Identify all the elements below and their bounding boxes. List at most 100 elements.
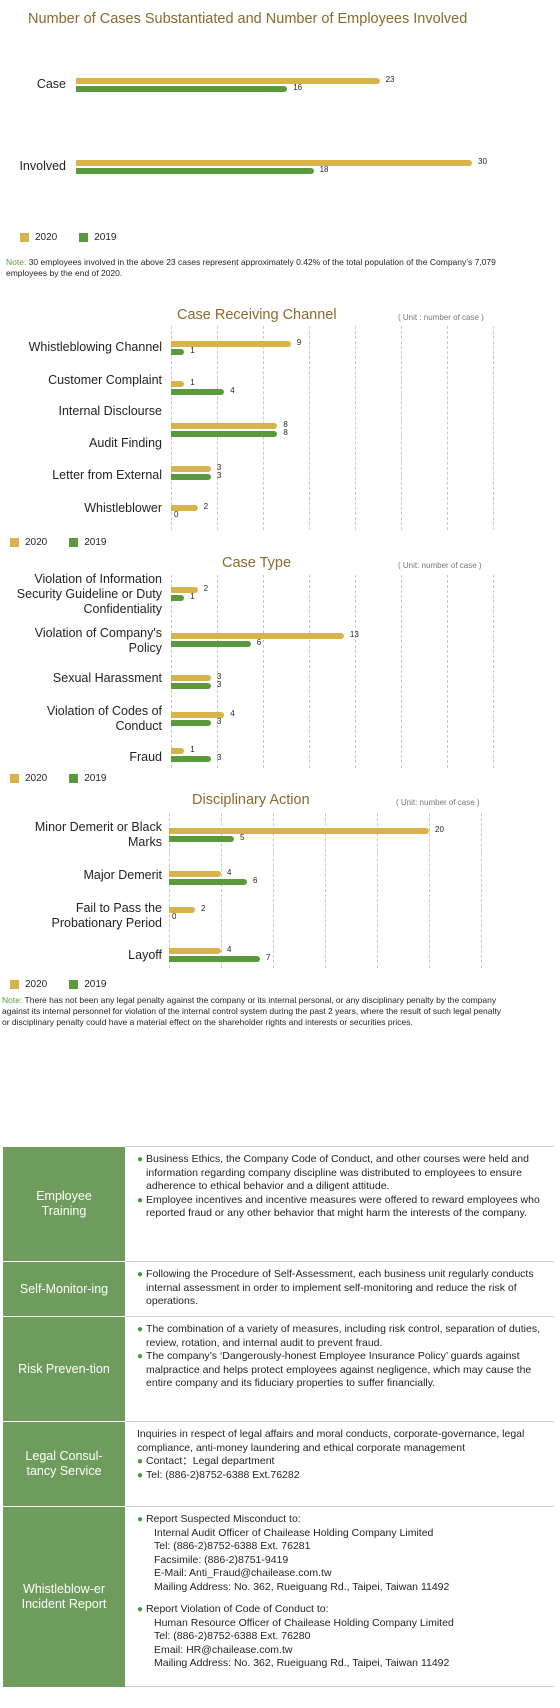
row-label: Whistleblow-er Incident Report bbox=[3, 1506, 125, 1687]
chart1-category-involved: Involved bbox=[19, 159, 66, 173]
row-label: Self-Monitor-ing bbox=[3, 1261, 125, 1317]
gridline bbox=[221, 813, 222, 968]
bar-2020 bbox=[171, 587, 198, 593]
bar-2019 bbox=[171, 595, 185, 601]
gridline bbox=[355, 326, 356, 530]
data-label: 7 bbox=[266, 953, 271, 962]
data-label: 2 bbox=[201, 904, 206, 913]
ethics-measures-table: Employee Training ● Business Ethics, the … bbox=[3, 1146, 554, 1687]
chart4-cat-4: Layoff bbox=[128, 948, 162, 962]
chart3-cat-3: Sexual Harassment bbox=[52, 671, 162, 685]
bullet-icon: ● bbox=[137, 1604, 144, 1615]
row-content: Inquiries in respect of legal affairs an… bbox=[125, 1421, 554, 1507]
table-row-employee-training: Employee Training ● Business Ethics, the … bbox=[3, 1146, 554, 1262]
gridline bbox=[493, 575, 494, 768]
chart3-cat-4: Violation of Codes of Conduct bbox=[46, 704, 162, 733]
chart2-cat-4: Audit Finding bbox=[89, 436, 162, 450]
chart3-cat-1: Violation of Information Security Guidel… bbox=[16, 572, 162, 616]
bar-2019 bbox=[171, 641, 251, 647]
table-row-legal: Legal Consul-tancy Service Inquiries in … bbox=[3, 1421, 554, 1507]
data-label: 3 bbox=[216, 672, 222, 681]
data-label: 0 bbox=[174, 510, 179, 519]
bar-2019 bbox=[171, 389, 225, 395]
data-label: 16 bbox=[293, 83, 303, 92]
gridline bbox=[377, 813, 378, 968]
row-content: ● Following the Procedure of Self-Assessm… bbox=[125, 1261, 554, 1317]
chart4-title: Disciplinary Action bbox=[192, 792, 310, 808]
bar-2020 bbox=[171, 675, 211, 681]
chart2-cat-5: Letter from External bbox=[52, 468, 162, 482]
gridline bbox=[217, 575, 218, 768]
chart3-cat-2: Violation of Company's Policy bbox=[34, 626, 162, 655]
bullet-icon: ● bbox=[137, 1154, 144, 1165]
bullet-icon: ● bbox=[137, 1514, 144, 1525]
table-row-risk-prevention: Risk Preven-tion ● The combination of a v… bbox=[3, 1316, 554, 1422]
data-label: 5 bbox=[240, 833, 245, 842]
data-label: 0 bbox=[172, 912, 177, 921]
bar-2019 bbox=[169, 836, 234, 842]
note-1: Note: 30 employees involved in the above… bbox=[6, 257, 496, 278]
chart1-legend: 2020 2019 bbox=[20, 232, 117, 243]
gridline bbox=[447, 326, 448, 530]
bar-2019 bbox=[171, 474, 211, 480]
bar-2019 bbox=[171, 720, 211, 726]
bar-2020 bbox=[169, 828, 429, 834]
row-label: Legal Consul-tancy Service bbox=[3, 1421, 125, 1507]
data-label: 4 bbox=[230, 709, 235, 718]
bar-2020 bbox=[171, 712, 225, 718]
bar-2020 bbox=[171, 381, 185, 387]
chart3-cat-5: Fraud bbox=[129, 750, 162, 764]
bullet-icon: ● bbox=[137, 1351, 144, 1362]
data-label: 8 bbox=[283, 420, 288, 429]
gridline bbox=[309, 575, 310, 768]
chart3-unit: ( Unit: number of case ) bbox=[398, 561, 482, 570]
gridline bbox=[273, 813, 274, 968]
bullet-icon: ● bbox=[137, 1269, 144, 1280]
data-label: 13 bbox=[349, 630, 359, 639]
row-label: Risk Preven-tion bbox=[3, 1316, 125, 1422]
chart2-legend: 2020 2019 bbox=[10, 537, 107, 548]
chart3-title: Case Type bbox=[222, 555, 292, 571]
bar-2020 bbox=[171, 505, 198, 511]
data-label: 6 bbox=[253, 876, 258, 885]
bar-2020 bbox=[171, 423, 278, 429]
chart2-unit: ( Unit : number of case ) bbox=[398, 313, 484, 322]
data-label: 2 bbox=[203, 584, 209, 593]
gridline bbox=[171, 575, 172, 768]
bar-2020 bbox=[169, 871, 221, 877]
data-label: 1 bbox=[190, 592, 195, 601]
data-label: 18 bbox=[319, 165, 329, 174]
gridline bbox=[401, 326, 402, 530]
data-label: 20 bbox=[435, 825, 444, 834]
data-label: 3 bbox=[216, 471, 222, 480]
bar-2020 bbox=[171, 466, 211, 472]
data-label: 4 bbox=[230, 386, 235, 395]
data-label: 23 bbox=[385, 75, 395, 84]
data-label: 2 bbox=[203, 502, 209, 511]
chart2-cat-1: Whistleblowing Channel bbox=[28, 340, 162, 354]
bar-2019 bbox=[169, 956, 260, 962]
gridline bbox=[263, 575, 264, 768]
row-content: ● The combination of a variety of measure… bbox=[125, 1316, 554, 1422]
gridline bbox=[325, 813, 326, 968]
gridline bbox=[355, 575, 356, 768]
gridline bbox=[169, 813, 170, 968]
bullet-icon: ● bbox=[137, 1324, 144, 1335]
chart4-cat-1: Minor Demerit or Black Marks bbox=[34, 820, 162, 849]
data-label: 1 bbox=[190, 346, 195, 355]
chart4-cat-2: Major Demerit bbox=[83, 868, 163, 882]
data-label: 3 bbox=[216, 680, 222, 689]
table-row-self-monitoring: Self-Monitor-ing ● Following the Procedur… bbox=[3, 1261, 554, 1317]
data-label: 30 bbox=[478, 157, 487, 166]
data-label: 3 bbox=[216, 717, 222, 726]
data-label: 9 bbox=[296, 338, 302, 347]
chart2-title: Case Receiving Channel bbox=[177, 307, 337, 323]
bar-2020 bbox=[171, 341, 291, 347]
chart1-category-case: Case bbox=[36, 77, 66, 91]
row-content: ● Report Suspected Misconduct to: Interna… bbox=[125, 1506, 554, 1687]
bar-2019 bbox=[169, 879, 247, 885]
data-label: 3 bbox=[216, 753, 222, 762]
bar-2020 bbox=[169, 907, 195, 913]
data-label: 8 bbox=[283, 428, 288, 437]
row-content: ● Business Ethics, the Company Code of Co… bbox=[125, 1146, 554, 1262]
